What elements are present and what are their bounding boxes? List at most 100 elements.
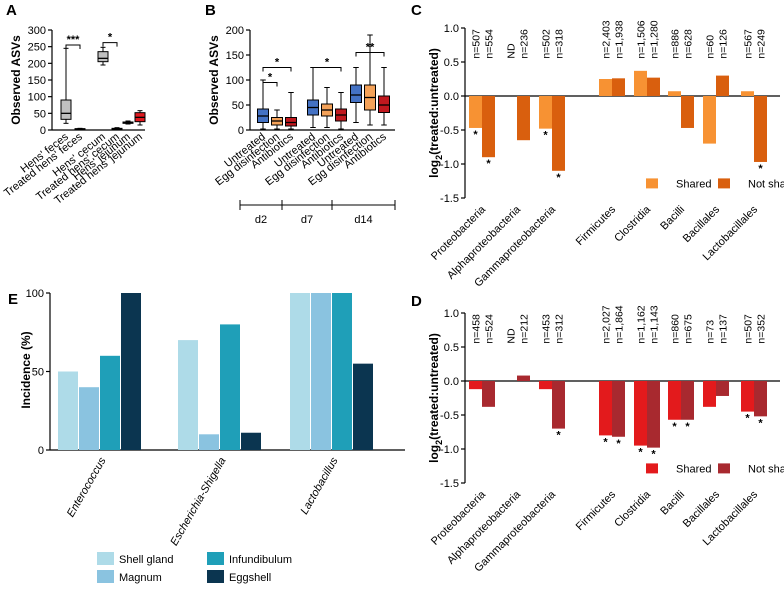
panel-d-bar-star: * [651, 449, 656, 461]
panel-c-n-label: n=236 [519, 29, 531, 59]
panel-c-category: Firmicutes [574, 203, 619, 248]
panel-c-n-label: n=886 [670, 29, 682, 59]
panel-d-y-tick-label: -1.5 [440, 478, 459, 490]
panel-c-bar-star: * [543, 130, 548, 142]
panel-b-sig-0-bracket [262, 82, 278, 87]
panel-c-n-label: n=502 [541, 29, 553, 59]
panel-c-n-label: ND [506, 43, 518, 59]
panel-c-n-label: n=554 [484, 29, 496, 59]
panel-e-category: Escherichia-Shigella [168, 456, 228, 548]
panel-letter-c: C [411, 2, 422, 19]
panel-c-legend-label-1: Not shared [748, 178, 784, 190]
panel-d-bar-1-2 [552, 381, 565, 429]
panel-d-bar-1-5 [681, 381, 694, 420]
panel-d-n-label: n=73 [705, 320, 717, 344]
panel-d-bar-0-3 [599, 381, 612, 436]
panel-b-y-tick-label: 0 [238, 125, 244, 137]
panel-e-legend-swatch-3 [207, 570, 224, 583]
panel-d-n-label: n=1,143 [649, 305, 661, 343]
panel-d-bar-0-6 [703, 381, 716, 407]
panel-letter-d: D [411, 293, 422, 310]
panel-e-legend-swatch-1 [97, 570, 114, 583]
panel-c-bar-1-6 [716, 75, 729, 96]
panel-c-y-tick-label: 0.0 [444, 91, 459, 103]
panel-e-bar-0-0 [58, 371, 78, 450]
panel-a-sig-1-label: * [108, 32, 113, 44]
panel-d-bar-1-0 [482, 381, 495, 407]
panel-b-sig-2-bracket [312, 67, 342, 72]
panel-b-day-label-d14: d14 [354, 214, 372, 226]
panel-d-n-label: n=675 [683, 314, 695, 344]
panel-d-n-label: n=312 [554, 314, 566, 344]
panel-c-category: Bacilli [658, 204, 687, 233]
panel-d-legend-swatch-1 [718, 463, 730, 474]
panel-d-bar-star: * [758, 417, 763, 429]
panel-d-bar-0-5 [668, 381, 681, 420]
panel-e-y-tick-label: 0 [38, 445, 44, 457]
panel-c-bar-0-3 [599, 79, 612, 96]
panel-e-bar-2-2 [332, 293, 352, 450]
panel-a-y-tick-label: 300 [28, 25, 46, 37]
panel-a-box-0-box [60, 99, 72, 120]
panel-d-bar-0-4 [634, 381, 647, 446]
panel-d-n-label: n=458 [471, 314, 483, 344]
panel-c-n-label: n=567 [743, 29, 755, 59]
panel-c-y-tick-label: 1.0 [444, 23, 459, 35]
panel-d-y-tick-label: 0.0 [444, 376, 459, 388]
panel-c-bar-0-2 [539, 96, 552, 129]
panel-b-sig-3-label: ** [366, 42, 375, 54]
panel-a-box-2-box [97, 51, 109, 63]
panel-d-n-label: n=1,864 [614, 305, 626, 343]
panel-d-n-label: n=352 [756, 314, 768, 344]
panel-a-y-tick-label: 0 [40, 125, 46, 137]
panel-d-bar-1-4 [647, 381, 660, 448]
panel-e-y-tick-label: 50 [32, 367, 44, 379]
panel-d-bar-star: * [616, 438, 621, 450]
panel-e-bar-0-3 [121, 293, 141, 450]
panel-e-legend-swatch-0 [97, 552, 114, 565]
panel-b-sig-1-label: * [275, 57, 280, 69]
panel-c-n-label: n=507 [471, 29, 483, 59]
panel-d-y-tick-label: -0.5 [440, 410, 459, 422]
panel-e-y-label: Incidence (%) [19, 331, 33, 408]
panel-c-legend-swatch-0 [646, 178, 658, 189]
panel-c-n-label: n=1,938 [614, 20, 626, 58]
panel-c-n-label: n=60 [705, 35, 717, 59]
panel-letter-e: E [8, 291, 18, 308]
panel-d-n-label: n=137 [718, 314, 730, 344]
panel-a-y-tick-label: 100 [28, 92, 46, 104]
panel-e-category: Lactobacillus [298, 455, 340, 517]
panel-e-bar-1-1 [199, 434, 219, 450]
panel-c-y-tick-label: 0.5 [444, 57, 459, 69]
panel-a-y-tick-label: 150 [28, 75, 46, 87]
panel-c-bar-1-0 [482, 96, 495, 158]
panel-b-day-label-d2: d2 [255, 214, 267, 226]
panel-c-n-label: n=318 [554, 29, 566, 59]
panel-c-n-label: n=628 [683, 29, 695, 59]
panel-c-y-tick-label: -0.5 [440, 125, 459, 137]
panel-c-y-tick-label: -1.0 [440, 159, 459, 171]
panel-c-bar-1-2 [552, 96, 565, 171]
panel-c-bar-0-5 [668, 91, 681, 96]
panel-a-sig-1-bracket [102, 42, 118, 47]
panel-c-n-label: n=126 [718, 29, 730, 59]
panel-c-bar-star: * [758, 163, 763, 175]
panel-d-y-label: log2(treated:untreated) [427, 333, 444, 463]
panel-d-bar-star: * [745, 413, 750, 425]
panel-b-day-label-d7: d7 [301, 214, 313, 226]
panel-a-y-tick-label: 250 [28, 42, 46, 54]
panel-e-legend-label-2: Infundibulum [229, 554, 292, 566]
panel-b-y-label: Observed ASVs [207, 35, 221, 125]
panel-b-sig-1-bracket [262, 67, 292, 72]
panel-b-sig-0-label: * [268, 72, 273, 84]
panel-d-bar-1-7 [754, 381, 767, 417]
panel-d-category: Firmicutes [574, 488, 619, 533]
panel-d-n-label: n=2,027 [601, 305, 613, 343]
panel-c-bar-0-0 [469, 96, 482, 128]
panel-c-y-label: log2(treated:untreated) [427, 48, 444, 178]
panel-e-category: Enterococcus [65, 455, 109, 519]
panel-e-bar-2-0 [290, 293, 310, 450]
panel-c-legend-label-0: Shared [676, 178, 711, 190]
panel-e-legend-label-3: Eggshell [229, 572, 271, 584]
panel-e-bar-0-2 [100, 355, 120, 450]
